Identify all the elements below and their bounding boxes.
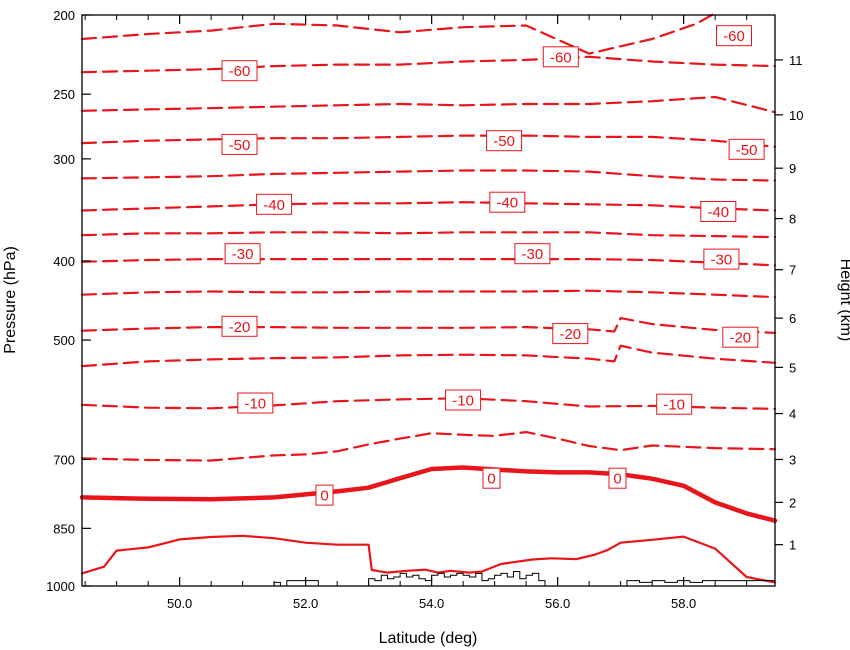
- svg-text:-20: -20: [229, 319, 251, 336]
- contour-label: -50: [486, 130, 523, 152]
- y-tick-label: 700: [53, 452, 75, 467]
- y-tick-label: 400: [53, 254, 75, 269]
- contour-label: 0: [608, 467, 627, 489]
- contour-label: -40: [700, 201, 737, 222]
- y-tick-label: 500: [53, 333, 75, 348]
- y2-tick-label: 2: [789, 495, 796, 510]
- contour-label: 0: [315, 484, 334, 506]
- svg-text:-40: -40: [263, 197, 285, 214]
- contour-label: -60: [716, 25, 752, 47]
- y2-tick-label: 6: [789, 311, 796, 326]
- contour-line-minus35: [80, 231, 777, 239]
- svg-text:-30: -30: [232, 246, 254, 263]
- y2-tick-label: 5: [789, 360, 796, 375]
- contour-line-minus45: [80, 169, 777, 182]
- contour-label: -20: [722, 326, 759, 348]
- x-tick-label: 54.0: [419, 596, 444, 611]
- svg-text:-10: -10: [663, 397, 685, 414]
- contour-label: -20: [552, 323, 589, 345]
- contour-label: -10: [445, 389, 482, 411]
- y2-tick-label: 4: [789, 407, 796, 422]
- contour-label: -10: [237, 392, 274, 414]
- svg-text:-50: -50: [493, 133, 515, 150]
- svg-text:-50: -50: [229, 137, 251, 154]
- contour-line-minus30: [80, 258, 777, 267]
- y-tick-label: 200: [53, 8, 75, 23]
- contour-label: 0: [482, 467, 501, 489]
- plot-frame: [81, 14, 776, 587]
- svg-text:-60: -60: [229, 63, 251, 80]
- y2-tick-label: 9: [789, 161, 796, 176]
- svg-text:-10: -10: [244, 396, 266, 413]
- contour-label: -60: [542, 46, 579, 68]
- contour-label: -40: [256, 193, 293, 215]
- x-axis-title: Latitude (deg): [379, 630, 478, 647]
- plot-background: [82, 15, 775, 586]
- contour-label: -60: [221, 60, 258, 82]
- y2-tick-label: 7: [789, 263, 796, 278]
- contour-label: -50: [728, 138, 765, 160]
- svg-text:-40: -40: [707, 204, 729, 221]
- y2-tick-label: 10: [789, 108, 803, 123]
- x-tick-label: 50.0: [167, 596, 192, 611]
- x-tick-label: 58.0: [671, 596, 696, 611]
- contour-label: -30: [514, 243, 551, 265]
- y2-tick-label: 3: [789, 452, 796, 467]
- contour-line-5: [80, 534, 777, 584]
- svg-text:0: 0: [613, 471, 621, 488]
- contour-label: -20: [221, 315, 258, 337]
- contour-line-minus65: [80, 12, 717, 55]
- contour-label: -40: [489, 191, 526, 213]
- y-axis-title: Pressure (hPa): [2, 246, 19, 354]
- y-tick-label: 1000: [46, 579, 75, 594]
- y2-tick-label: 11: [789, 53, 803, 68]
- y-tick-label: 250: [53, 87, 75, 102]
- contour-lines: [79, 12, 778, 584]
- y-tick-label: 850: [53, 521, 75, 536]
- svg-text:-60: -60: [723, 28, 745, 45]
- svg-text:0: 0: [487, 471, 495, 488]
- contour-line-minus15: [80, 344, 777, 368]
- contour-line-minus40: [80, 201, 777, 212]
- svg-text:0: 0: [320, 488, 328, 505]
- contour-line-minus60: [80, 55, 777, 74]
- contour-label: -30: [703, 248, 740, 270]
- contour-label: -30: [224, 243, 261, 265]
- x-tick-label: 52.0: [293, 596, 318, 611]
- contour-line-minus55: [80, 95, 777, 114]
- y2-tick-label: 8: [789, 212, 796, 227]
- svg-text:-50: -50: [736, 142, 758, 159]
- contour-label: -10: [656, 393, 693, 415]
- y-tick-label: 300: [53, 152, 75, 167]
- svg-text:-40: -40: [496, 195, 518, 212]
- contour-line-minus25: [80, 289, 777, 299]
- contour-label: -50: [221, 133, 258, 155]
- y2-tick-label: 1: [789, 538, 796, 553]
- y2-axis-title: Height (km): [837, 259, 850, 342]
- svg-text:-30: -30: [711, 252, 733, 269]
- svg-text:-20: -20: [729, 330, 751, 347]
- contour-line-minus5: [80, 431, 777, 462]
- svg-text:-30: -30: [522, 246, 544, 263]
- svg-text:-60: -60: [550, 49, 572, 66]
- svg-text:-10: -10: [452, 393, 474, 410]
- axes: 50.0 52.0 54.0 56.0 58.020025030040050070085…: [46, 8, 803, 611]
- svg-text:-20: -20: [559, 326, 581, 343]
- x-tick-label: 56.0: [545, 596, 570, 611]
- contour-labels: 0 0 0 -10 -10 -10 -20 -20 -20 -30 -30 -30 -40 -40 -40 -…: [221, 25, 765, 506]
- contour-line-minus50: [80, 134, 777, 148]
